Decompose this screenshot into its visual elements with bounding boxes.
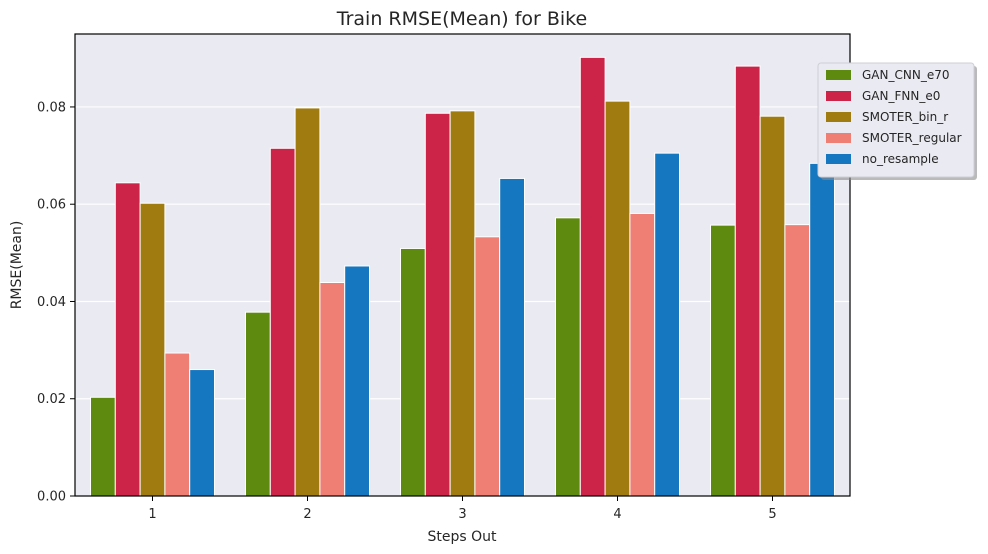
bar-no_resample-1 <box>189 369 215 497</box>
y-tick-label: 0.04 <box>37 295 66 310</box>
bar-no_resample-5 <box>809 162 836 497</box>
bar-no_resample-4 <box>654 152 681 497</box>
bar-SMOTER_bin_r-4 <box>604 100 631 497</box>
legend-swatch <box>826 112 851 122</box>
legend-label: GAN_FNN_e0 <box>862 89 940 103</box>
x-tick-label: 3 <box>458 507 466 522</box>
bar-SMOTER_regular-1 <box>164 352 191 497</box>
bar-SMOTER_regular-5 <box>784 224 811 497</box>
y-tick-label: 0.06 <box>37 198 66 213</box>
chart-title: Train RMSE(Mean) for Bike <box>336 8 587 30</box>
x-tick-label: 5 <box>768 507 776 522</box>
y-axis-label: RMSE(Mean) <box>9 221 25 310</box>
bar-SMOTER_bin_r-3 <box>449 110 476 497</box>
y-tick-label: 0.02 <box>37 392 66 407</box>
legend-swatch <box>826 70 851 80</box>
x-axis-label: Steps Out <box>427 529 497 545</box>
legend-swatch <box>826 154 851 164</box>
bar-SMOTER_regular-3 <box>474 236 501 497</box>
legend: GAN_CNN_e70 GAN_FNN_e0 SMOTER_bin_r SMOTER_… <box>817 62 977 180</box>
x-tick-label: 2 <box>303 507 311 522</box>
bar-GAN_CNN_e70-4 <box>555 217 581 497</box>
bar-GAN_CNN_e70-1 <box>90 396 116 497</box>
x-axis-ticks: 1 2 3 4 5 <box>148 496 777 522</box>
bar-SMOTER_bin_r-5 <box>759 115 786 497</box>
legend-label: SMOTER_bin_r <box>862 110 948 124</box>
y-axis-ticks: 0.00 0.02 0.04 0.06 0.08 <box>37 100 75 505</box>
bar-no_resample-2 <box>344 265 371 497</box>
bar-no_resample-3 <box>499 177 526 497</box>
x-tick-label: 1 <box>148 507 156 522</box>
bar-GAN_FNN_e0-3 <box>424 112 451 497</box>
legend-label: no_resample <box>862 152 939 166</box>
legend-swatch <box>826 133 851 143</box>
bar-GAN_CNN_e70-5 <box>710 224 736 497</box>
legend-label: SMOTER_regular <box>862 131 962 145</box>
legend-swatch <box>826 91 851 101</box>
bar-GAN_FNN_e0-4 <box>579 56 606 497</box>
legend-box <box>817 62 975 178</box>
legend-label: GAN_CNN_e70 <box>862 68 949 82</box>
bar-SMOTER_bin_r-1 <box>139 202 166 497</box>
bar-SMOTER_regular-4 <box>629 212 656 497</box>
bar-GAN_FNN_e0-1 <box>114 182 141 497</box>
bar-GAN_CNN_e70-3 <box>400 247 426 497</box>
bar-GAN_FNN_e0-5 <box>734 65 761 497</box>
bars <box>90 56 836 497</box>
x-tick-label: 4 <box>613 507 621 522</box>
bar-GAN_FNN_e0-2 <box>269 147 296 497</box>
bar-SMOTER_regular-2 <box>319 282 346 497</box>
bar-SMOTER_bin_r-2 <box>294 107 321 497</box>
bar-GAN_CNN_e70-2 <box>245 311 271 497</box>
y-tick-label: 0.08 <box>37 100 66 115</box>
y-tick-label: 0.00 <box>37 490 66 505</box>
